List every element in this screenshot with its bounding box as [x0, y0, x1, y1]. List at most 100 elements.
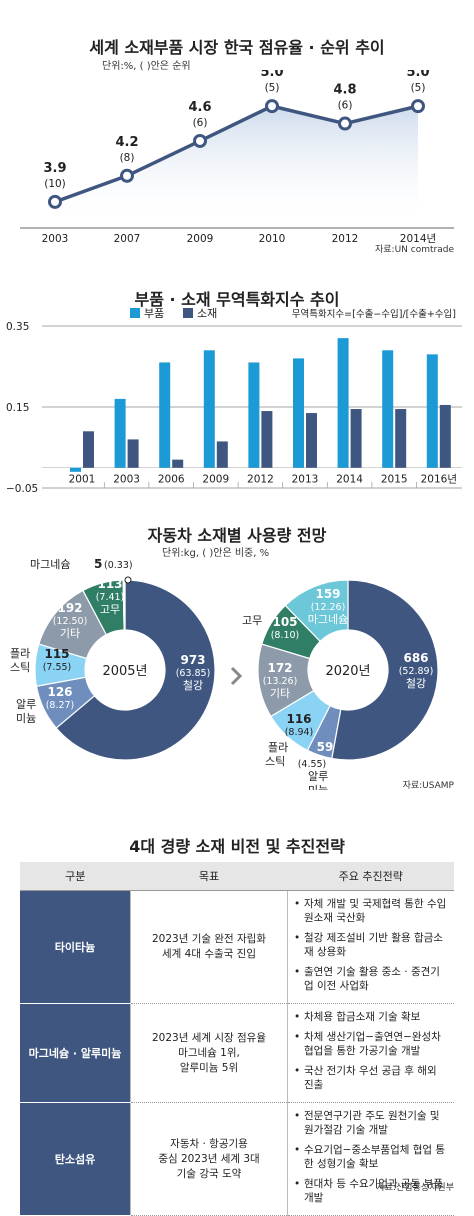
donut-value-label: 59 — [317, 740, 334, 754]
donut-name-label: 기타 — [270, 687, 290, 700]
line-chart-unit: 단위:%, ( )안은 순위 — [102, 61, 191, 72]
legend-label-bupum: 부품 — [144, 307, 164, 320]
line-point — [48, 194, 62, 209]
bar-bupum — [248, 362, 260, 468]
line-value-label: 5.0 — [260, 70, 283, 80]
donut-value-label: 159 — [315, 587, 340, 601]
donut-share-label: (7.55) — [43, 662, 72, 673]
magnesium-marker — [124, 576, 132, 584]
donut-value-label: 192 — [57, 601, 82, 615]
donut-share-label: (63.85) — [176, 668, 211, 679]
line-value-label: 4.6 — [188, 100, 211, 115]
donut-value-label: 126 — [47, 685, 72, 699]
line-rank-label: (10) — [44, 178, 66, 190]
strategy-table: 구분 목표 주요 추진전략 타이타늄 2023년 기술 완전 자립화 세계 4대 … — [20, 862, 454, 1216]
strategy-item: 전문연구기관 주도 원천기술 및 원가절감 기술 개발 — [294, 1109, 448, 1137]
bar-x-tick: 2003 — [113, 474, 140, 486]
donut-center-label: 2005년 — [102, 664, 147, 679]
line-area — [55, 106, 418, 228]
strategy-item: 차체 생산기업−출연연−완성차 협업을 통한 가공기술 개발 — [294, 1030, 448, 1058]
donut-share-label: (4.55) — [298, 759, 327, 770]
donut-share-label: (52.89) — [399, 666, 434, 677]
donut-share-label: (12.50) — [53, 616, 88, 627]
table-cell-strategies: 자체 개발 및 국제협력 통한 수입 원소재 국산화철강 제조설비 기반 활용 … — [287, 890, 454, 1004]
table-title: 4대 경량 소재 비전 및 추진전략 — [129, 837, 345, 856]
donut-value-label: 973 — [180, 653, 205, 667]
donut-chart-source: 자료:USAMP — [402, 781, 454, 791]
table-cell-category: 마그네슘 · 알루미늄 — [20, 1003, 131, 1103]
bar-bupum — [203, 350, 215, 468]
bar-chart: 부품 소재 무역특화지수=[수출−수입]/[수출+수입] 0.35 0.15 −0.05 2… — [6, 307, 462, 495]
bar-y-tick: −0.05 — [6, 483, 38, 495]
donut-value-label: 686 — [403, 651, 428, 665]
line-point — [338, 116, 352, 131]
bar-bupum — [159, 362, 171, 468]
donut-charts: 2005년973(63.85)철강126(8.27)115(7.55)192(1… — [10, 557, 439, 790]
donut-hole — [310, 632, 386, 708]
bar-sojae — [216, 441, 228, 468]
donut-value-label: 115 — [44, 647, 69, 661]
table-cell-goal: 자동차 · 항공기용 중심 2023년 세계 3대 기술 강국 도약 — [130, 1102, 288, 1216]
bar-sojae — [439, 404, 451, 468]
donut-side-label: 알루 — [16, 697, 36, 711]
bar-bupum — [114, 398, 126, 468]
strategy-item: 출연연 기술 활용 중소 · 중견기업 이전 사업화 — [294, 965, 448, 993]
strategy-item: 수요기업−중소부품업체 협업 통한 성형기술 확보 — [294, 1143, 448, 1171]
bar-bupum — [337, 338, 349, 468]
donut-value-label: 113 — [97, 577, 122, 591]
line-rank-label: (6) — [193, 117, 208, 129]
bar-formula: 무역특화지수=[수출−수입]/[수출+수입] — [292, 308, 456, 320]
line-value-label: 5.0 — [406, 70, 429, 80]
donut-name-label: 마그네슘 — [308, 613, 348, 626]
table-cell-strategies: 전문연구기관 주도 원천기술 및 원가절감 기술 개발수요기업−중소부품업체 협… — [287, 1102, 454, 1216]
strategy-item: 자체 개발 및 국제협력 통한 수입 원소재 국산화 — [294, 897, 448, 925]
bar-sojae — [127, 439, 139, 468]
bar-x-tick: 2012 — [247, 474, 274, 486]
donut-chart-unit: 단위:kg, ( )안은 비중, % — [162, 548, 270, 559]
table-cell-category: 타이타늄 — [20, 890, 131, 1004]
legend-swatch-bupum — [130, 308, 140, 318]
bar-chart-title: 부품 · 소재 무역특화지수 추이 — [134, 290, 340, 309]
donut-share-label: (12.26) — [311, 602, 346, 613]
legend-swatch-sojae — [183, 308, 193, 318]
donut-value-label: 105 — [272, 615, 297, 629]
donut-share-label: (0.33) — [104, 560, 133, 571]
donut-slice — [122, 579, 126, 631]
bar-sojae — [306, 413, 317, 468]
table-cell-category: 탄소섬유 — [20, 1102, 131, 1216]
table-header-strategy: 주요 추진전략 — [287, 862, 454, 891]
donut-share-label: (13.26) — [263, 676, 298, 687]
donut-side-label: 스틱 — [10, 661, 30, 674]
bar-sojae — [261, 411, 273, 468]
line-chart: 3.9 (10) 2003 4.2 (8) 2007 4.6 (6) 2009 5.0 (5) 201… — [20, 70, 454, 245]
table-cell-goal: 2023년 세계 시장 점유율 마그네슘 1위, 알루미늄 5위 — [130, 1003, 288, 1103]
table-header-category: 구분 — [20, 862, 131, 891]
donut-chart-title: 자동차 소재별 사용량 전망 — [147, 526, 327, 545]
donut-side-label: 플라 — [268, 741, 288, 754]
line-rank-label: (5) — [411, 82, 426, 94]
donut-side-label: 스틱 — [265, 755, 285, 768]
bar-x-tick: 2016년 — [421, 474, 457, 486]
table-row: 마그네슘 · 알루미늄 2023년 세계 시장 점유율 마그네슘 1위, 알루미늄… — [20, 1003, 454, 1103]
bar-x-tick: 2009 — [202, 474, 229, 486]
line-value-label: 4.8 — [333, 83, 356, 98]
line-rank-label: (8) — [120, 152, 135, 164]
line-point — [193, 133, 207, 148]
line-x-tick: 2012 — [332, 233, 359, 245]
donut-slice — [55, 579, 216, 761]
donut-center-label: 2020년 — [325, 664, 370, 679]
donut-side-label: 미늄 — [16, 712, 36, 725]
donut-side-label: 미늄 — [308, 784, 328, 790]
donut-name-label: 철강 — [183, 679, 203, 692]
line-x-tick: 2010 — [259, 233, 286, 245]
bar-sojae — [350, 409, 362, 468]
donut-side-label: 알루 — [308, 769, 328, 783]
bar-sojae — [395, 409, 407, 468]
donut-name-label: 고무 — [100, 603, 120, 616]
line-chart-source: 자료:UN comtrade — [375, 245, 454, 255]
line-value-label: 3.9 — [43, 161, 66, 176]
bar-bupum — [293, 358, 304, 468]
donut-side-label: 마그네슘 — [30, 558, 70, 571]
donut-name-label: 기타 — [60, 627, 80, 640]
